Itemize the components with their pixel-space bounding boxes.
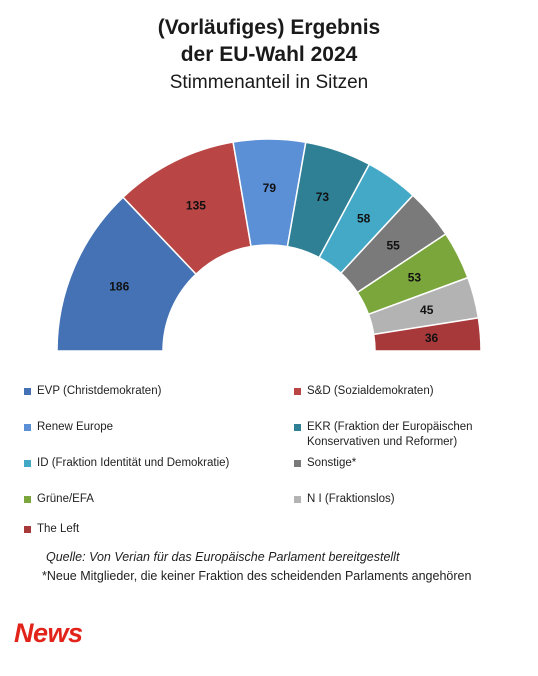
legend-swatch [294,496,301,503]
chart-title: (Vorläufiges) Ergebnis der EU-Wahl 2024 … [0,14,538,96]
legend-label: EKR (Fraktion der Europäischen Konservati… [307,421,473,448]
legend-item-1: S&D (Sozialdemokraten) [294,384,434,399]
legend-swatch [294,424,301,431]
legend-swatch [24,424,31,431]
legend-label: N I (Fraktionslos) [307,493,395,505]
chart-subtitle: Stimmenanteil in Sitzen [169,72,369,93]
legend-label: S&D (Sozialdemokraten) [307,385,434,397]
footnote: *Neue Mitglieder, die keiner Fraktion de… [42,569,472,583]
segment-label-6: 53 [408,270,422,284]
legend-swatch [24,526,31,533]
legend-label: Sonstige* [307,457,357,469]
segment-label-0: 186 [109,280,129,294]
legend-item-7: N I (Fraktionslos) [294,492,395,507]
legend-label: Renew Europe [37,421,114,433]
legend-label: The Left [37,523,80,535]
legend-label: ID (Fraktion Identität und Demokratie) [37,457,230,469]
legend-item-8: The Left [24,522,79,537]
legend-label: Grüne/EFA [37,493,94,505]
segment-label-4: 58 [357,211,371,225]
legend-item-4: ID (Fraktion Identität und Demokratie) [24,456,229,471]
legend-swatch [24,496,31,503]
title-line-1: (Vorläufiges) Ergebnis [157,16,381,39]
legend-item-0: EVP (Christdemokraten) [24,384,161,399]
title-line-2: der EU-Wahl 2024 [180,43,358,66]
segment-label-5: 55 [386,238,400,252]
legend-swatch [24,388,31,395]
legend-swatch [24,460,31,467]
segment-8 [372,316,482,352]
segment-label-2: 79 [263,181,277,195]
legend-item-2: Renew Europe [24,420,113,435]
legend-item-6: Grüne/EFA [24,492,94,507]
legend-label: EVP (Christdemokraten) [37,385,162,397]
source-note: Quelle: Von Verian für das Europäische P… [46,550,400,564]
segment-label-3: 73 [316,190,330,204]
half-donut-chart: 186 135 79 73 58 55 53 45 36 [56,138,482,352]
segment-label-8: 36 [425,331,439,345]
legend-item-3: EKR (Fraktion der Europäischen Konservati… [294,420,473,450]
legend-swatch [294,460,301,467]
legend-item-5: Sonstige* [294,456,356,471]
segment-label-7: 45 [420,303,434,317]
legend-swatch [294,388,301,395]
segment-label-1: 135 [186,198,206,212]
news-logo: News [14,618,83,648]
